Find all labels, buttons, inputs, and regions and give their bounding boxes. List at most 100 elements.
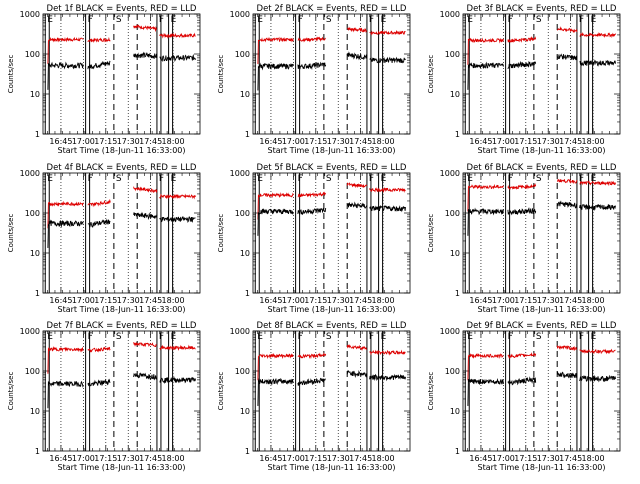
lld-series-line xyxy=(556,345,578,352)
events-series-line xyxy=(579,58,616,67)
y-axis-label: Counts/sec xyxy=(427,55,435,94)
lld-series-line xyxy=(467,353,504,381)
event-label: S xyxy=(326,332,332,342)
x-tick-label: 17:00 xyxy=(282,454,305,463)
events-series-line xyxy=(556,53,577,61)
lld-series-line xyxy=(346,26,368,33)
event-label: F xyxy=(369,174,374,184)
events-series-line xyxy=(257,208,294,236)
event-label: E xyxy=(381,174,387,184)
lld-series-line xyxy=(257,192,294,220)
lld-series-line xyxy=(507,36,537,43)
x-tick-label: 16:45 xyxy=(469,454,492,463)
x-tick-label: 18:00 xyxy=(372,296,395,305)
events-series-line xyxy=(507,376,537,386)
x-tick-label: 18:00 xyxy=(162,454,185,463)
x-tick-label: 18:00 xyxy=(372,454,395,463)
events-series-line xyxy=(579,204,616,212)
y-tick-label: 1 xyxy=(455,447,460,456)
plot-frame xyxy=(42,330,201,452)
events-series-line xyxy=(87,219,111,228)
events-series-line xyxy=(297,207,327,216)
lld-series-line xyxy=(47,345,84,374)
y-tick-label: 100 xyxy=(235,209,250,218)
x-tick-label: 18:00 xyxy=(582,296,605,305)
event-label: F xyxy=(88,332,93,342)
lld-series-line xyxy=(257,36,294,65)
event-label: E xyxy=(467,15,473,25)
x-tick-label: 17:45 xyxy=(559,137,582,146)
y-tick-label: 100 xyxy=(25,50,40,59)
plot-frame xyxy=(462,330,621,452)
panel-title: Det 4f BLACK = Events, RED = LLD xyxy=(47,163,197,173)
event-label: E xyxy=(467,174,473,184)
x-axis-label: Start Time (18-Jun-11 16:33:00) xyxy=(58,463,186,472)
event-label: E xyxy=(591,15,597,25)
events-series-line xyxy=(507,60,537,70)
panel-det-5: Det 5f BLACK = Events, RED = LLD 1 10 100 10… xyxy=(217,163,411,314)
event-label: F xyxy=(508,15,513,25)
x-tick-label: 17:30 xyxy=(537,137,560,146)
x-tick-label: 17:00 xyxy=(492,296,515,305)
events-series-line xyxy=(369,205,406,213)
event-label: S xyxy=(536,332,542,342)
y-tick-label: 10 xyxy=(240,90,250,99)
y-tick-label: 10 xyxy=(240,249,250,258)
y-tick-label: 100 xyxy=(25,209,40,218)
x-tick-label: 17:45 xyxy=(139,296,162,305)
events-series-line xyxy=(556,371,578,379)
y-tick-label: 100 xyxy=(235,367,250,376)
event-label: S xyxy=(536,174,542,184)
panel-det-7: Det 7f BLACK = Events, RED = LLD 1 10 100 10… xyxy=(7,321,201,472)
event-label: F xyxy=(579,332,584,342)
events-series-line xyxy=(346,201,368,209)
event-label: E xyxy=(381,15,387,25)
x-axis-label: Start Time (18-Jun-11 16:33:00) xyxy=(478,463,606,472)
y-tick-label: 1 xyxy=(455,289,460,298)
y-axis-label: Counts/sec xyxy=(427,214,435,253)
panel-det-8: Det 8f BLACK = Events, RED = LLD 1 10 100 10… xyxy=(217,321,411,472)
lld-series-line xyxy=(159,193,196,200)
panel-title: Det 7f BLACK = Events, RED = LLD xyxy=(47,321,197,331)
y-tick-label: 1000 xyxy=(230,169,250,178)
x-tick-label: 17:00 xyxy=(492,454,515,463)
y-axis-label: Counts/sec xyxy=(217,372,225,411)
event-label: F xyxy=(88,174,93,184)
event-label: E xyxy=(591,174,597,184)
x-tick-label: 17:15 xyxy=(514,296,537,305)
event-label: S xyxy=(536,15,542,25)
x-tick-label: 17:00 xyxy=(492,137,515,146)
lld-series-line xyxy=(579,348,616,355)
y-axis-label: Counts/sec xyxy=(7,372,15,411)
x-tick-label: 17:30 xyxy=(537,454,560,463)
y-axis-label: Counts/sec xyxy=(7,214,15,253)
plot-frame xyxy=(462,13,621,135)
panel-title: Det 9f BLACK = Events, RED = LLD xyxy=(467,321,617,331)
x-tick-label: 16:45 xyxy=(259,454,282,463)
event-label: E xyxy=(47,174,53,184)
x-tick-label: 16:45 xyxy=(469,137,492,146)
events-series-line xyxy=(369,373,406,382)
event-label: F xyxy=(298,332,303,342)
event-label: F xyxy=(159,15,164,25)
lld-series-line xyxy=(159,344,196,351)
x-axis-label: Start Time (18-Jun-11 16:33:00) xyxy=(268,146,396,155)
y-tick-label: 1 xyxy=(35,289,40,298)
y-tick-label: 100 xyxy=(235,50,250,59)
panel-det-3: Det 3f BLACK = Events, RED = LLD 1 10 100 10… xyxy=(427,4,621,155)
x-tick-label: 17:15 xyxy=(94,296,117,305)
y-tick-label: 1000 xyxy=(20,169,40,178)
panel-det-4: Det 4f BLACK = Events, RED = LLD 1 10 100 10… xyxy=(7,163,201,314)
x-tick-label: 17:30 xyxy=(117,137,140,146)
plot-frame xyxy=(252,172,411,294)
x-tick-label: 17:30 xyxy=(537,296,560,305)
x-tick-label: 17:00 xyxy=(72,296,95,305)
x-tick-label: 17:30 xyxy=(117,454,140,463)
lld-series-line xyxy=(47,200,84,229)
lld-series-line xyxy=(87,198,111,208)
x-tick-label: 17:45 xyxy=(349,454,372,463)
lld-series-line xyxy=(507,352,537,359)
plot-frame xyxy=(252,13,411,135)
x-tick-label: 18:00 xyxy=(582,137,605,146)
